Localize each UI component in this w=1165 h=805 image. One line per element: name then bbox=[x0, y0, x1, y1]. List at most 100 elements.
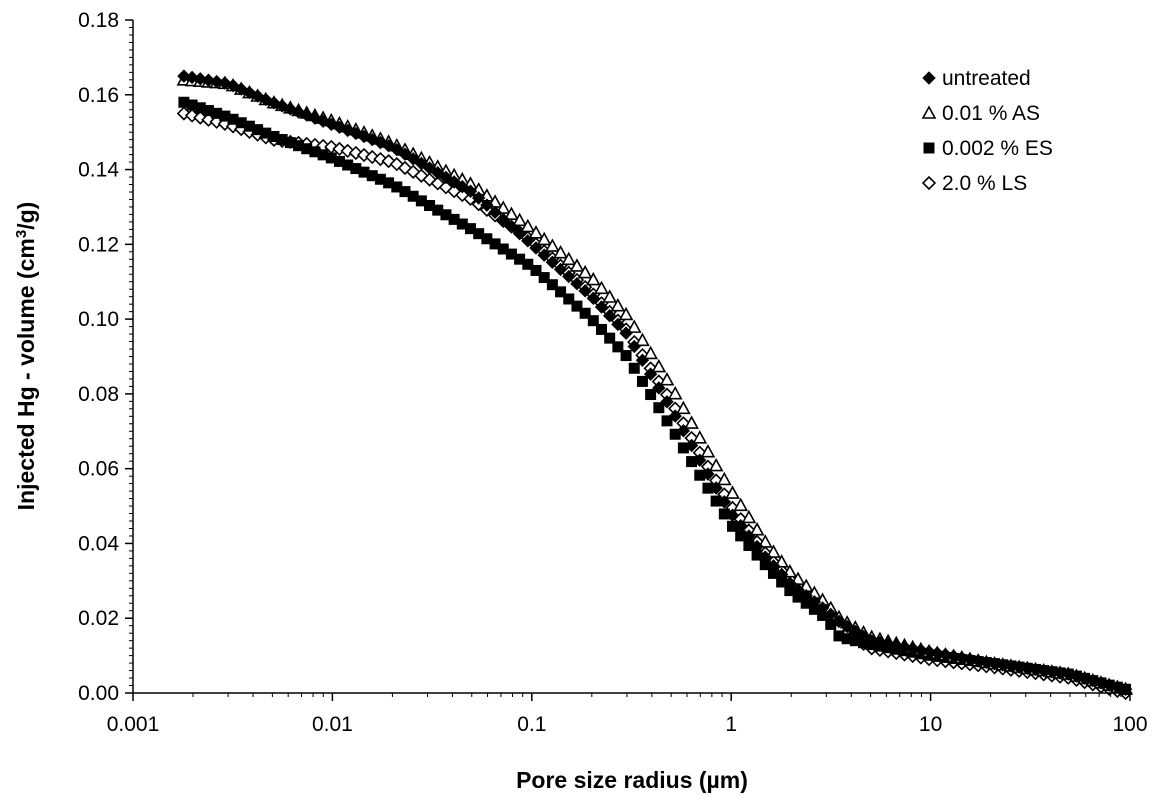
data-point bbox=[537, 248, 551, 262]
y-tick-label: 0.04 bbox=[78, 532, 119, 555]
data-point bbox=[636, 375, 648, 387]
data-point bbox=[422, 161, 437, 175]
legend-marker bbox=[922, 71, 936, 85]
data-point bbox=[660, 395, 674, 409]
y-axis-title-sup: 3 bbox=[13, 230, 30, 238]
data-point bbox=[447, 175, 461, 189]
data-point bbox=[496, 212, 510, 227]
data-point bbox=[431, 166, 445, 180]
data-point bbox=[979, 655, 994, 669]
data-point bbox=[577, 264, 593, 279]
data-point bbox=[635, 353, 650, 367]
data-point bbox=[659, 372, 675, 386]
data-point bbox=[716, 471, 732, 486]
data-point bbox=[1045, 665, 1059, 679]
data-point bbox=[201, 73, 216, 87]
y-tick-label: 0.18 bbox=[78, 9, 119, 32]
x-ticks: 0.001 0.01 0.1 1 10 100 bbox=[107, 693, 1148, 736]
y-tick-label: 0.06 bbox=[78, 458, 119, 481]
data-point bbox=[612, 341, 624, 353]
data-point bbox=[520, 218, 536, 233]
data-point bbox=[628, 362, 640, 374]
data-point bbox=[733, 497, 749, 512]
data-point bbox=[684, 438, 699, 453]
data-point bbox=[471, 191, 486, 205]
y-axis-title-end: /g) bbox=[13, 202, 39, 230]
data-point bbox=[1012, 660, 1026, 674]
y-tick-label: 0.10 bbox=[78, 308, 119, 331]
data-point bbox=[766, 559, 781, 573]
data-point bbox=[587, 315, 599, 327]
data-point bbox=[332, 120, 347, 135]
data-point bbox=[676, 424, 691, 438]
data-point bbox=[553, 262, 568, 277]
data-point bbox=[528, 225, 544, 239]
data-point bbox=[522, 258, 534, 270]
data-point bbox=[643, 367, 658, 381]
data-point bbox=[700, 444, 716, 458]
data-point bbox=[840, 619, 854, 634]
data-point bbox=[619, 326, 633, 340]
data-point bbox=[480, 198, 494, 212]
x-axis-title: Pore size radius (µm) bbox=[516, 767, 748, 793]
data-point bbox=[585, 271, 601, 286]
data-point bbox=[1028, 662, 1043, 677]
legend: untreated 0.01 % AS 0.002 % ES 2.0 % LS bbox=[921, 67, 1053, 195]
data-point bbox=[635, 332, 650, 347]
data-point bbox=[546, 279, 558, 291]
y-tick-label: 0.08 bbox=[78, 383, 119, 406]
data-point bbox=[832, 614, 846, 629]
x-tick-label: 0.001 bbox=[107, 713, 160, 736]
data-point bbox=[708, 457, 724, 472]
data-point bbox=[627, 339, 641, 354]
data-point bbox=[1004, 659, 1018, 673]
data-point bbox=[571, 300, 583, 312]
data-point bbox=[594, 300, 609, 314]
data-point bbox=[684, 415, 699, 429]
data-point bbox=[602, 308, 617, 323]
data-point bbox=[742, 529, 756, 543]
data-point bbox=[741, 509, 757, 524]
data-point bbox=[987, 656, 1002, 671]
data-point bbox=[807, 595, 822, 609]
series-1 bbox=[177, 69, 1133, 696]
x-tick-label: 0.01 bbox=[312, 713, 353, 736]
data-point bbox=[521, 234, 535, 248]
data-point bbox=[653, 402, 665, 414]
legend-marker bbox=[921, 175, 937, 191]
data-point bbox=[667, 385, 683, 400]
data-point bbox=[733, 518, 748, 533]
data-point bbox=[783, 576, 797, 590]
data-point bbox=[555, 286, 567, 298]
data-point bbox=[439, 170, 453, 185]
data-point bbox=[504, 206, 519, 220]
data-point bbox=[611, 317, 625, 332]
data-point bbox=[774, 554, 789, 568]
legend-marker bbox=[923, 142, 935, 154]
data-point bbox=[725, 485, 740, 499]
data-point bbox=[512, 212, 527, 227]
data-point bbox=[553, 244, 568, 259]
data-point bbox=[717, 495, 732, 509]
data-point bbox=[529, 241, 543, 255]
data-point bbox=[668, 409, 682, 423]
data-point bbox=[604, 332, 616, 344]
data-point bbox=[996, 658, 1010, 672]
data-point bbox=[562, 269, 576, 284]
data-point bbox=[676, 400, 691, 415]
data-point bbox=[758, 550, 772, 564]
data-point bbox=[651, 358, 667, 373]
x-tick-label: 100 bbox=[1112, 713, 1147, 736]
data-point bbox=[1053, 666, 1067, 680]
data-point bbox=[596, 323, 608, 335]
y-axis-title-main: Injected Hg - volume (cm bbox=[13, 238, 39, 510]
data-point bbox=[545, 238, 560, 252]
data-point bbox=[390, 142, 404, 157]
data-point bbox=[570, 276, 584, 291]
data-point bbox=[512, 227, 527, 241]
data-point bbox=[645, 389, 657, 401]
data-point bbox=[1020, 661, 1035, 675]
data-point bbox=[848, 624, 863, 639]
x-tick-label: 1 bbox=[725, 713, 737, 736]
